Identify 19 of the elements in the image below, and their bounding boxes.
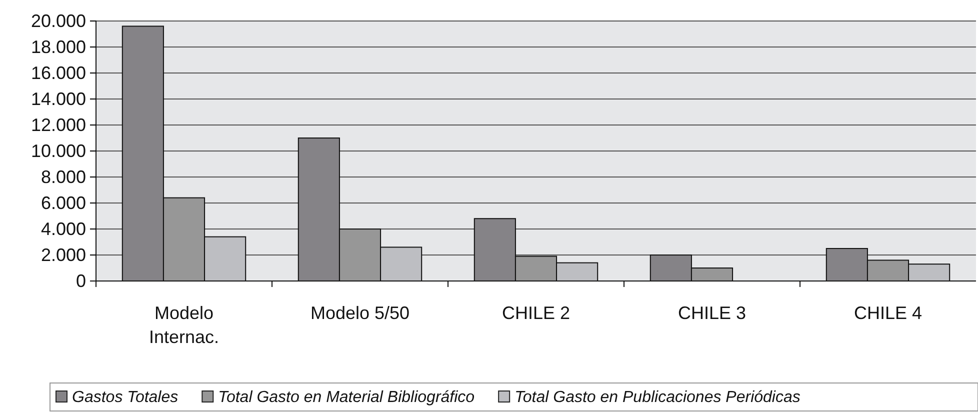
y-tick-label: 8.000 xyxy=(40,166,86,187)
y-tick-label: 10.000 xyxy=(30,140,86,161)
y-tick-label: 4.000 xyxy=(40,218,86,239)
y-tick-label: 20.000 xyxy=(30,10,86,31)
y-tick-label: 18.000 xyxy=(30,36,86,57)
legend-label: Total Gasto en Material Bibliográfico xyxy=(218,389,475,406)
x-tick-label: CHILE 3 xyxy=(678,303,746,323)
legend-label: Gastos Totales xyxy=(72,389,178,406)
y-tick-label: 6.000 xyxy=(40,192,86,213)
x-tick-label: Modelo 5/50 xyxy=(310,303,410,323)
y-tick-label: 0 xyxy=(76,270,86,291)
y-tick-label: 14.000 xyxy=(30,88,86,109)
x-tick-label: CHILE 2 xyxy=(502,303,570,323)
y-tick-label: 12.000 xyxy=(30,114,86,135)
y-tick-label: 2.000 xyxy=(40,244,86,265)
x-tick-label: Modelo Internac. xyxy=(148,303,220,347)
legend-label: Total Gasto en Publicaciones Periódicas xyxy=(514,389,800,406)
y-tick-label: 16.000 xyxy=(30,62,86,83)
x-tick-label: CHILE 4 xyxy=(854,303,922,323)
